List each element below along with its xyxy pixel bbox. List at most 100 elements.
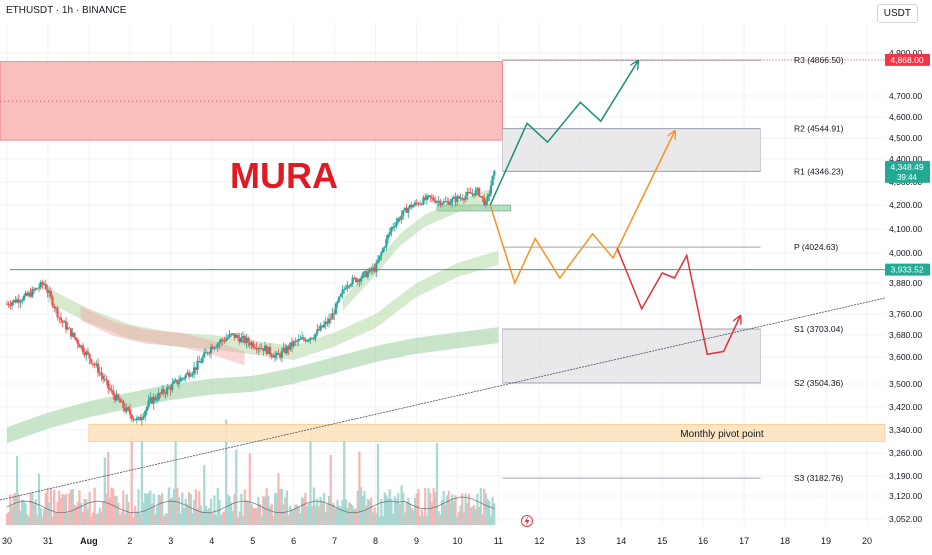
candle-body — [112, 390, 115, 395]
candle-body — [7, 303, 10, 306]
candle-body — [486, 196, 489, 202]
candle-body — [388, 231, 391, 235]
volume-bar — [262, 496, 265, 525]
candle-body — [451, 198, 454, 203]
candle-body — [169, 387, 172, 391]
volume-bar — [103, 457, 106, 525]
volume-bar — [451, 494, 454, 525]
candle-body — [292, 341, 295, 347]
volume-bar — [333, 504, 336, 525]
candle-body — [424, 197, 427, 200]
candle-body — [339, 293, 342, 297]
candle-body — [493, 170, 496, 176]
candle-body — [381, 248, 385, 253]
volume-bar — [240, 493, 243, 525]
candle-body — [334, 303, 337, 315]
candle-body — [58, 317, 61, 319]
candle-body — [395, 221, 398, 227]
volume-bar — [380, 498, 383, 525]
volume-bar — [34, 499, 37, 525]
volume-bar — [41, 516, 44, 525]
volume-bar — [61, 493, 64, 525]
volume-bar — [462, 512, 466, 525]
volume-bar — [243, 489, 246, 525]
volume-bar — [265, 488, 268, 525]
volume-bar — [9, 494, 12, 525]
candle-body — [440, 203, 444, 205]
y-tick-label: 3,600.00 — [889, 352, 922, 362]
volume-bar — [427, 488, 430, 525]
candle-body — [368, 268, 371, 273]
candle-body — [162, 388, 165, 394]
y-tick-label: 3,880.00 — [889, 278, 922, 288]
volume-bar — [437, 511, 440, 525]
x-tick-label: 2 — [127, 536, 132, 546]
volume-bar — [37, 473, 41, 525]
volume-bar — [478, 506, 481, 525]
volume-bar — [122, 490, 125, 525]
volume-bar — [274, 493, 277, 525]
volume-bar — [410, 507, 413, 525]
candle-body — [375, 262, 378, 272]
candle-body — [37, 287, 41, 289]
volume-bar — [314, 505, 317, 525]
volume-bar — [68, 493, 71, 525]
candle-body — [422, 197, 425, 205]
candle-body — [213, 347, 216, 349]
candle-body — [447, 201, 450, 205]
volume-bar — [127, 502, 130, 525]
volume-bar — [486, 498, 489, 525]
y-tick-label: 3,120.00 — [889, 491, 922, 501]
volume-bar — [484, 493, 487, 525]
candle-body — [290, 342, 294, 347]
candle-body — [400, 215, 403, 220]
volume-bar — [230, 502, 233, 525]
candle-body — [363, 271, 366, 273]
candle-body — [236, 334, 240, 338]
candle-body — [316, 329, 319, 334]
candle-body — [161, 388, 164, 394]
candle-body — [218, 342, 221, 344]
volume-bar — [398, 503, 401, 525]
candle-body — [430, 197, 434, 199]
volume-bar — [91, 512, 95, 525]
candle-body — [329, 318, 332, 320]
candle-body — [322, 324, 326, 328]
candle-body — [255, 348, 258, 350]
candle-body — [307, 339, 310, 341]
volume-bar — [491, 496, 494, 525]
volume-bar — [105, 494, 108, 525]
candle-body — [413, 202, 417, 206]
candle-body — [164, 393, 167, 395]
volume-bar — [383, 492, 386, 525]
x-tick-label: 18 — [780, 536, 790, 546]
ma-band-fast — [342, 188, 491, 311]
currency-button[interactable]: USDT — [876, 4, 918, 23]
candle-body — [356, 279, 359, 283]
volume-bar — [235, 449, 238, 525]
volume-bar — [373, 507, 376, 525]
x-tick-label: 9 — [414, 536, 419, 546]
candle-body — [272, 356, 275, 358]
x-tick-label: 10 — [452, 536, 462, 546]
volume-bar — [449, 501, 452, 525]
volume-bar — [386, 498, 390, 525]
volume-bar — [90, 516, 93, 525]
volume-bar — [218, 499, 221, 525]
candle-body — [407, 207, 410, 213]
candle-body — [324, 321, 327, 325]
candle-body — [174, 379, 177, 382]
volume-bar — [381, 515, 385, 525]
y-tick-label: 4,900.00 — [889, 48, 922, 58]
candle-body — [144, 410, 147, 417]
volume-bar — [302, 498, 305, 525]
volume-bar — [432, 488, 435, 525]
candle-body — [250, 342, 253, 346]
candle-body — [359, 277, 363, 282]
volume-bar — [203, 465, 206, 525]
last-price-badge: 4,348.49 — [890, 162, 923, 172]
candle-body — [338, 296, 341, 302]
volume-bar — [238, 511, 241, 525]
candle-body — [189, 375, 192, 377]
